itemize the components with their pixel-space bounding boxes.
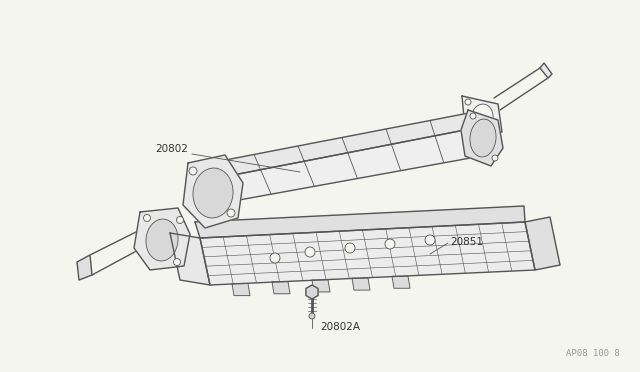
- Circle shape: [177, 217, 184, 224]
- Circle shape: [385, 239, 395, 249]
- Circle shape: [425, 235, 435, 245]
- Polygon shape: [205, 163, 228, 220]
- Circle shape: [470, 113, 476, 119]
- Polygon shape: [462, 96, 502, 140]
- Circle shape: [345, 243, 355, 253]
- Polygon shape: [312, 280, 330, 292]
- Ellipse shape: [470, 119, 496, 157]
- Polygon shape: [134, 208, 190, 270]
- Polygon shape: [195, 206, 525, 238]
- Polygon shape: [540, 63, 552, 78]
- Polygon shape: [77, 255, 92, 280]
- Polygon shape: [272, 282, 290, 294]
- Polygon shape: [210, 112, 475, 178]
- Circle shape: [309, 313, 315, 319]
- Polygon shape: [352, 278, 370, 290]
- Polygon shape: [200, 222, 535, 285]
- Circle shape: [189, 167, 197, 175]
- Polygon shape: [218, 128, 487, 202]
- Text: 20802: 20802: [155, 144, 188, 154]
- Circle shape: [143, 215, 150, 221]
- Circle shape: [227, 209, 235, 217]
- Circle shape: [173, 259, 180, 266]
- Text: 20802A: 20802A: [320, 322, 360, 332]
- Circle shape: [465, 99, 471, 105]
- Text: 20851: 20851: [450, 237, 483, 247]
- Polygon shape: [306, 285, 318, 299]
- Polygon shape: [232, 283, 250, 296]
- Circle shape: [305, 247, 315, 257]
- Ellipse shape: [193, 168, 233, 218]
- Polygon shape: [183, 155, 243, 228]
- Polygon shape: [525, 217, 560, 270]
- Ellipse shape: [471, 104, 493, 132]
- Polygon shape: [392, 276, 410, 288]
- Circle shape: [270, 253, 280, 263]
- Text: AP08 100 8: AP08 100 8: [566, 349, 620, 358]
- Circle shape: [492, 155, 498, 161]
- Polygon shape: [170, 233, 210, 285]
- Ellipse shape: [146, 219, 178, 261]
- Circle shape: [491, 131, 497, 137]
- Polygon shape: [461, 110, 503, 166]
